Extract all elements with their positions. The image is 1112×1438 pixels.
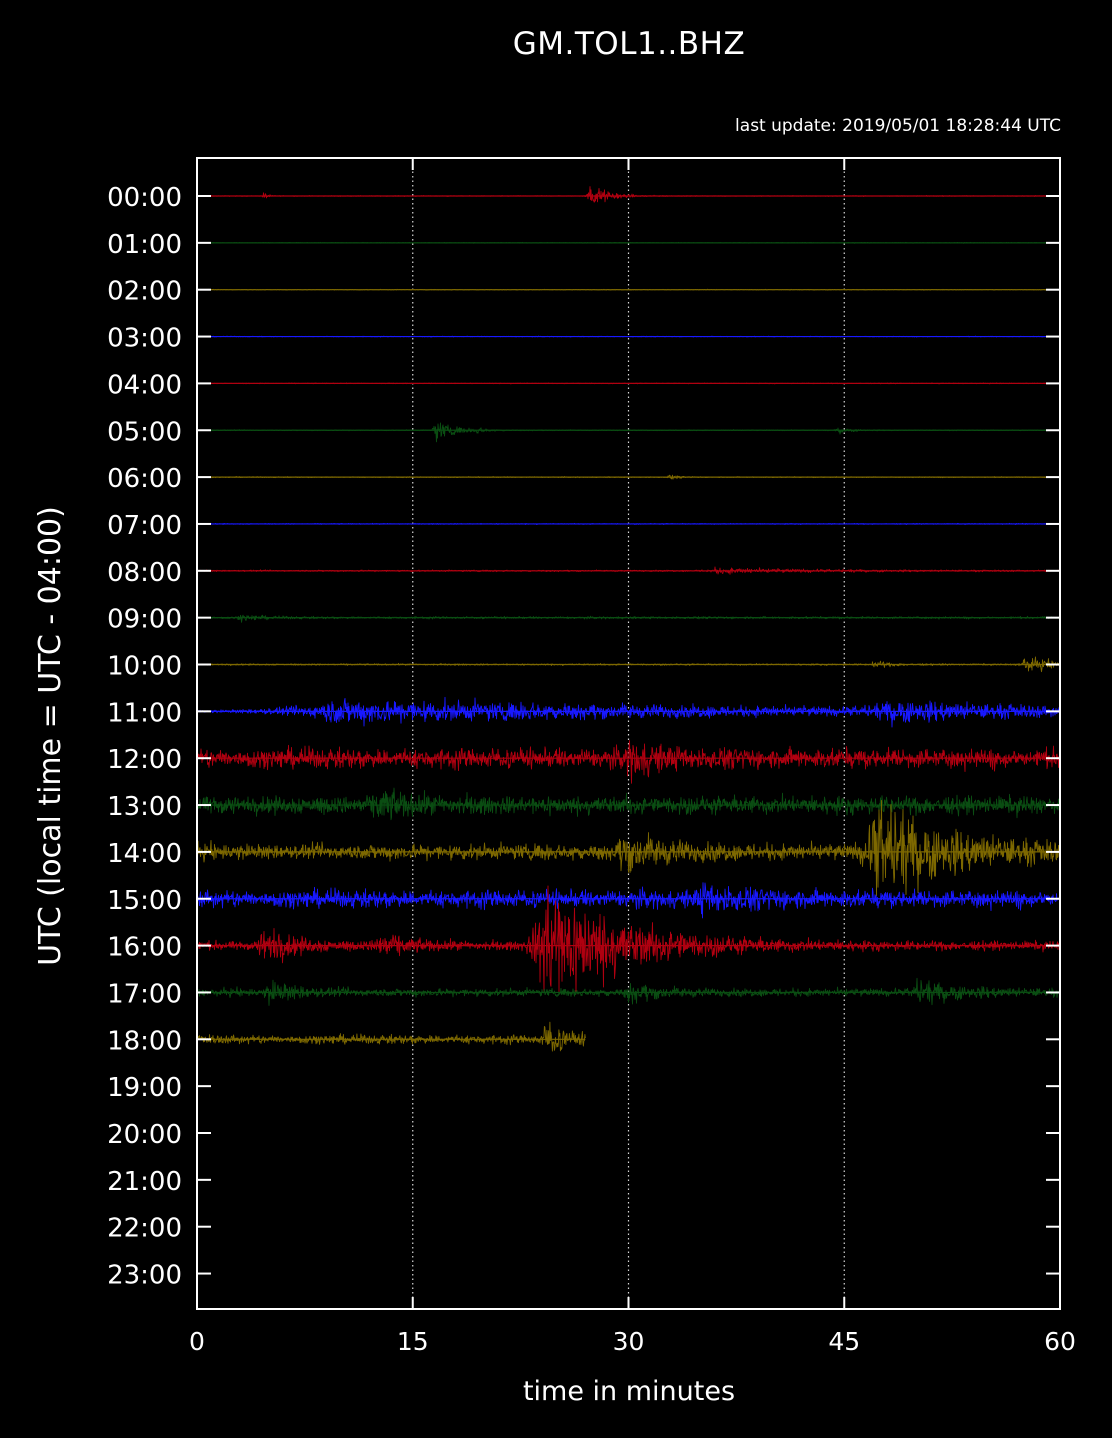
- trace-0600: [196, 474, 1061, 480]
- trace-0500: [196, 422, 1061, 443]
- axes: 0 15 30 45 60 00:00 01:00 02:00 03:00 04:00 05:00 0…: [107, 157, 1076, 1356]
- trace-0800: [196, 566, 1061, 575]
- y-tick-label: 17:00: [107, 979, 182, 1009]
- y-tick-label: 13:00: [107, 792, 182, 822]
- y-tick-label: 05:00: [107, 417, 182, 447]
- y-tick-label: 23:00: [107, 1261, 182, 1291]
- y-tick-label: 08:00: [107, 558, 182, 588]
- y-tick-label: 22:00: [107, 1214, 182, 1244]
- y-tick-label: 02:00: [107, 277, 182, 307]
- y-tick-label: 04:00: [107, 370, 182, 400]
- trace-1700: [196, 977, 1061, 1006]
- trace-0200: [196, 288, 1061, 291]
- y-tick-label: 20:00: [107, 1120, 182, 1150]
- y-tick-label: 21:00: [107, 1167, 182, 1197]
- y-tick-label: 15:00: [107, 886, 182, 916]
- y-tick-label: 14:00: [107, 839, 182, 869]
- trace-0300: [196, 335, 1061, 338]
- x-tick-label: 0: [189, 1327, 205, 1356]
- trace-0700: [196, 522, 1061, 526]
- trace-1000: [196, 656, 1061, 673]
- y-tick-label: 11:00: [107, 698, 182, 728]
- x-tick-label: 15: [397, 1327, 429, 1356]
- trace-0100: [196, 241, 1061, 244]
- chart-title: GM.TOL1..BHZ: [512, 26, 746, 62]
- trace-1800: [196, 1021, 586, 1052]
- y-tick-label: 16:00: [107, 933, 182, 963]
- chart-subtitle: last update: 2019/05/01 18:28:44 UTC: [735, 116, 1061, 136]
- y-axis-label: UTC (local time = UTC - 04:00): [33, 506, 68, 966]
- trace-1500: [196, 882, 1061, 919]
- trace-1400: [196, 799, 1061, 897]
- trace-series: [196, 186, 1061, 1052]
- x-tick-label: 60: [1044, 1327, 1076, 1356]
- y-tick-label: 00:00: [107, 183, 182, 213]
- y-tick-label: 12:00: [107, 745, 182, 775]
- x-tick-label: 45: [828, 1327, 860, 1356]
- x-axis-label: time in minutes: [523, 1376, 735, 1407]
- y-tick-label: 07:00: [107, 511, 182, 541]
- trace-1200: [196, 740, 1061, 784]
- y-tick-label: 01:00: [107, 230, 182, 260]
- trace-1100: [196, 696, 1061, 728]
- trace-1300: [196, 787, 1061, 821]
- x-tick-label: 30: [613, 1327, 645, 1356]
- y-tick-label: 03:00: [107, 324, 182, 354]
- grid-lines: [412, 158, 845, 1309]
- trace-1600: [196, 885, 1061, 995]
- y-tick-label: 10:00: [107, 652, 182, 682]
- trace-0400: [196, 382, 1061, 385]
- trace-0000: [197, 186, 1061, 203]
- trace-0900: [196, 614, 1061, 623]
- y-tick-label: 19:00: [107, 1073, 182, 1103]
- y-tick-label: 09:00: [107, 605, 182, 635]
- plot-frame: [196, 157, 1061, 1310]
- y-tick-label: 18:00: [107, 1026, 182, 1056]
- y-tick-label: 06:00: [107, 464, 182, 494]
